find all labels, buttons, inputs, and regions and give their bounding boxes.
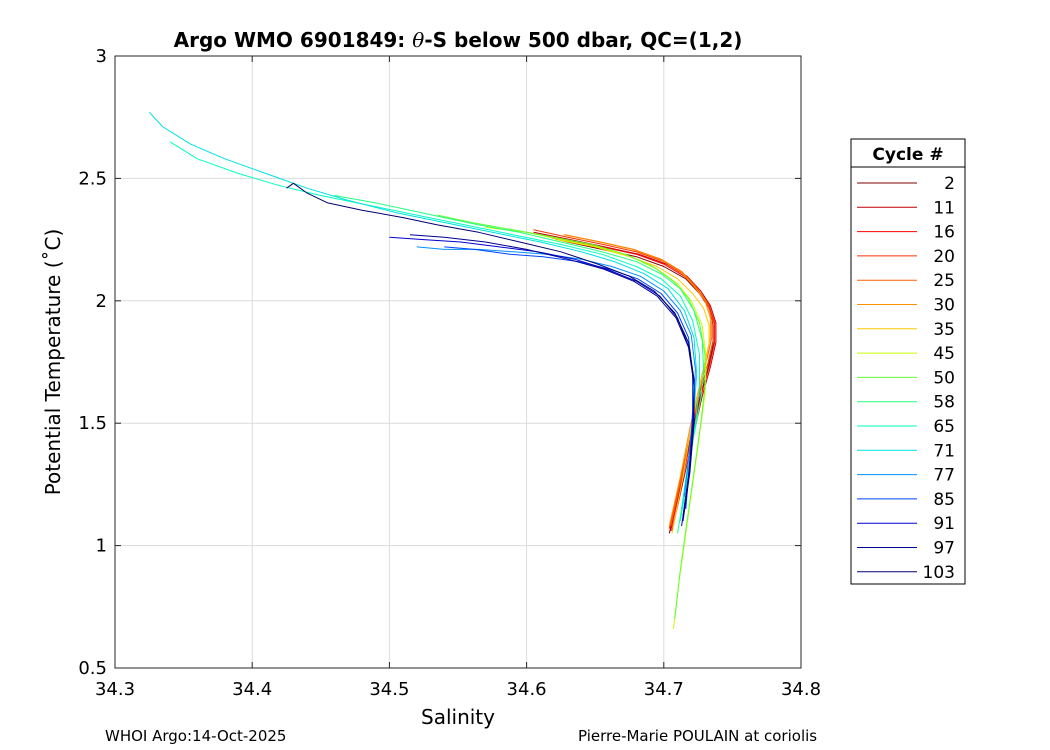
legend-label-cycle-25: 25 <box>933 271 955 291</box>
x-tick-label: 34.3 <box>95 679 135 700</box>
legend-label-cycle-97: 97 <box>933 539 955 559</box>
series-line-cycle-50 <box>437 214 706 620</box>
chart-title-suffix: -S below 500 dbar, QC=(1,2) <box>424 28 742 52</box>
legend-title: Cycle # <box>872 145 943 165</box>
y-tick-label: 0.5 <box>78 658 107 679</box>
legend: Cycle # 2 11 16 20 25 30 35 45 50 58 65 71 77 85 91 97 1… <box>850 138 966 585</box>
y-tick-label: 2 <box>96 291 107 312</box>
chart-title-symbol: θ <box>412 28 424 52</box>
legend-label-cycle-20: 20 <box>933 247 955 267</box>
legend-label-cycle-58: 58 <box>933 393 955 413</box>
series-line-cycle-65 <box>169 141 700 522</box>
legend-label-cycle-71: 71 <box>933 441 955 461</box>
series-line-cycle-71 <box>148 111 698 509</box>
legend-label-cycle-85: 85 <box>933 490 955 510</box>
y-tick-label: 1 <box>96 536 107 557</box>
legend-label-cycle-45: 45 <box>933 344 955 364</box>
x-tick-label: 34.5 <box>369 679 409 700</box>
legend-label-cycle-35: 35 <box>933 320 955 340</box>
series-line-cycle-85 <box>444 246 694 509</box>
footer-right: Pierre-Marie POULAIN at coriolis <box>578 727 817 745</box>
y-tick-label: 1.5 <box>78 413 107 434</box>
chart-title-prefix: Argo WMO 6901849: <box>174 28 413 52</box>
legend-label-cycle-65: 65 <box>933 417 955 437</box>
series-line-cycle-30 <box>563 234 711 527</box>
legend-label-cycle-77: 77 <box>933 466 955 486</box>
series-line-cycle-91 <box>389 236 695 527</box>
legend-label-cycle-2: 2 <box>944 174 955 194</box>
legend-items: 2 11 16 20 25 30 35 45 50 58 65 71 77 85 91 97 103 <box>857 174 955 583</box>
legend-label-cycle-50: 50 <box>933 368 955 388</box>
footer-left: WHOI Argo:14-Oct-2025 <box>105 727 286 745</box>
x-tick-label: 34.6 <box>507 679 547 700</box>
x-tick-label: 34.8 <box>781 679 821 700</box>
legend-label-cycle-103: 103 <box>923 563 955 583</box>
chart-title: Argo WMO 6901849: θ-S below 500 dbar, QC… <box>174 28 743 52</box>
plot-area <box>115 56 801 668</box>
y-tick-label: 2.5 <box>78 168 107 189</box>
x-tick-label: 34.7 <box>644 679 684 700</box>
x-axis-label: Salinity <box>421 705 495 729</box>
plot-frame <box>114 55 802 669</box>
series-line-cycle-58 <box>334 195 705 534</box>
legend-box <box>850 138 966 585</box>
legend-label-cycle-91: 91 <box>933 514 955 534</box>
legend-label-cycle-11: 11 <box>933 198 955 218</box>
y-tick-label: 3 <box>96 46 107 67</box>
axis-ticks: 34.3 34.4 34.5 34.6 34.7 34.8 0.5 1 1.5 2 2.5 3 <box>78 46 821 700</box>
x-tick-label: 34.4 <box>232 679 272 700</box>
legend-label-cycle-30: 30 <box>933 296 955 316</box>
series-layer <box>148 111 717 629</box>
legend-label-cycle-16: 16 <box>933 223 955 243</box>
series-line-cycle-103 <box>286 182 695 517</box>
y-axis-label: Potential Temperature (˚C) <box>41 229 65 496</box>
